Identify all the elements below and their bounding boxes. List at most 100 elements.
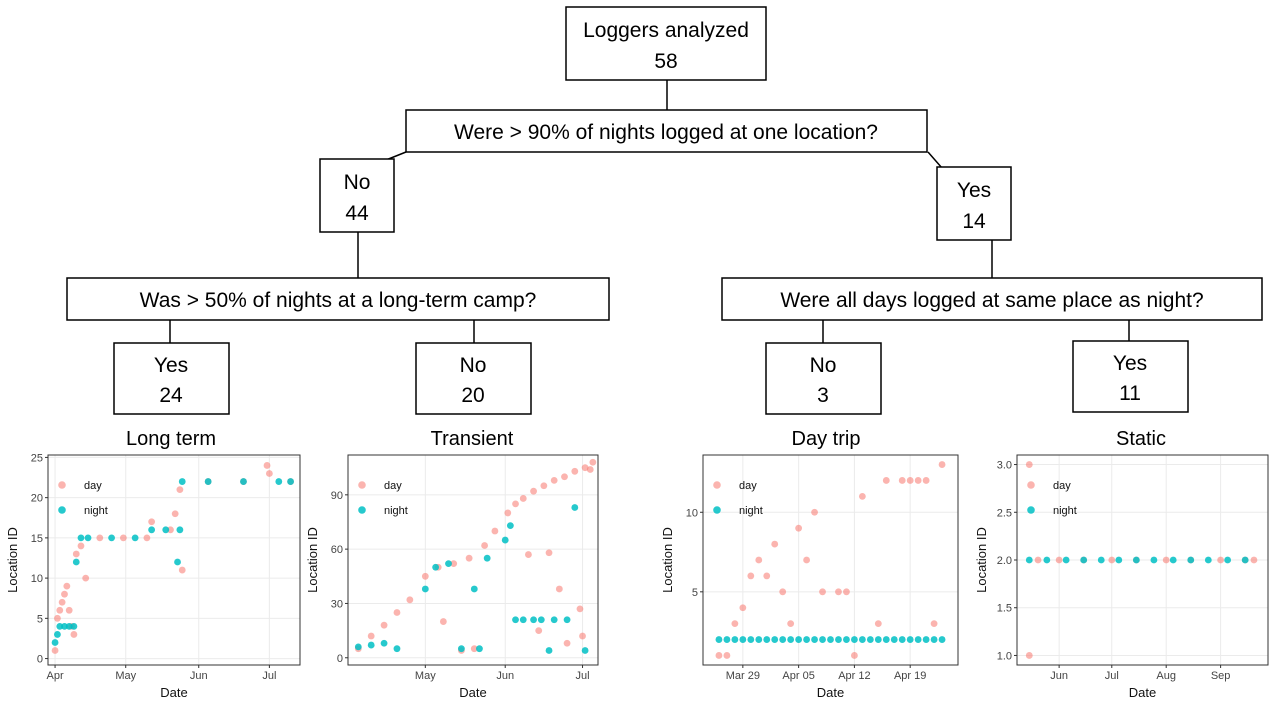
q1-no-node: No 44 xyxy=(319,158,395,233)
x-tick-label: Jun xyxy=(190,670,208,682)
night-point xyxy=(922,636,930,643)
day-point xyxy=(54,614,61,622)
day-point xyxy=(119,534,127,542)
day-point xyxy=(96,534,104,542)
y-axis-title: Location ID xyxy=(660,527,675,593)
day-point xyxy=(581,464,589,472)
night-point xyxy=(715,636,723,643)
connector-q1-yes xyxy=(927,151,943,169)
x-tick-label: Mar 29 xyxy=(726,670,760,682)
x-tick-label: Jun xyxy=(1050,670,1068,682)
day-point xyxy=(491,527,499,535)
legend-day-label: day xyxy=(739,480,757,492)
x-tick-label: Sep xyxy=(1211,670,1231,682)
x-tick-label: Apr xyxy=(47,670,64,682)
panel-title: Day trip xyxy=(792,428,861,450)
x-tick-label: Jul xyxy=(1105,670,1119,682)
night-point xyxy=(1043,556,1051,564)
night-point xyxy=(723,636,731,643)
day-point xyxy=(843,588,850,596)
legend-day-label: day xyxy=(1053,480,1071,492)
night-point xyxy=(148,526,156,534)
plot-border xyxy=(47,454,301,666)
q3-no-label: No xyxy=(810,354,837,377)
day-point xyxy=(540,482,548,490)
night-point xyxy=(77,534,85,542)
night-point xyxy=(1224,556,1232,564)
night-point xyxy=(275,478,283,485)
day-point xyxy=(898,477,906,484)
q1-yes-node: Yes 14 xyxy=(936,166,1012,241)
night-point xyxy=(421,585,429,593)
x-axis-title: Date xyxy=(459,685,486,700)
day-point xyxy=(421,572,429,580)
root-count: 58 xyxy=(654,50,677,73)
q1-no-count: 44 xyxy=(345,202,369,225)
day-point xyxy=(715,652,723,659)
night-point xyxy=(835,636,842,643)
y-tick-label: 2.0 xyxy=(997,555,1012,567)
day-point xyxy=(1055,556,1063,564)
night-point xyxy=(1241,556,1249,564)
night-point xyxy=(1187,556,1195,564)
night-point xyxy=(1062,556,1070,564)
night-point xyxy=(763,636,771,643)
day-point xyxy=(723,652,731,659)
day-point xyxy=(406,596,414,604)
night-point xyxy=(1025,556,1033,564)
x-tick-label: Apr 19 xyxy=(894,670,926,682)
night-point xyxy=(563,616,571,624)
night-point xyxy=(174,558,181,566)
question-1-text: Were > 90% of nights logged at one locat… xyxy=(454,121,878,144)
legend-night-label: night xyxy=(1053,505,1077,517)
y-tick-label: 60 xyxy=(331,544,343,556)
day-point xyxy=(439,618,447,625)
q2-yes-count: 24 xyxy=(159,384,183,407)
day-point xyxy=(148,518,156,526)
panel-title: Static xyxy=(1116,428,1166,450)
day-point xyxy=(56,606,64,614)
night-point xyxy=(204,478,212,485)
night-point xyxy=(470,585,478,593)
night-point xyxy=(1204,556,1212,564)
legend-day-label: day xyxy=(84,480,102,492)
x-tick-label: Apr 05 xyxy=(782,670,814,682)
night-point xyxy=(938,636,946,643)
night-point xyxy=(354,643,362,651)
day-point xyxy=(70,631,78,638)
day-point xyxy=(263,462,271,469)
day-point xyxy=(265,470,273,477)
day-point xyxy=(82,574,90,582)
day-point xyxy=(938,461,946,468)
y-tick-label: 10 xyxy=(31,573,43,585)
night-point xyxy=(380,639,388,647)
day-point xyxy=(450,560,458,568)
night-point xyxy=(898,636,906,643)
day-point xyxy=(739,604,747,612)
night-point xyxy=(501,536,509,544)
night-point xyxy=(827,636,834,643)
plot-area xyxy=(703,455,958,665)
day-point xyxy=(576,605,584,613)
day-point xyxy=(555,585,563,593)
day-point xyxy=(61,590,68,598)
night-point xyxy=(811,636,818,643)
question-1-node: Were > 90% of nights logged at one locat… xyxy=(405,109,928,153)
day-point xyxy=(167,526,174,534)
day-point xyxy=(176,486,184,493)
question-2-text: Was > 50% of nights at a long-term camp? xyxy=(140,289,537,312)
night-point xyxy=(432,563,440,571)
night-point xyxy=(458,645,465,653)
q3-yes-node: Yes 11 xyxy=(1072,340,1189,413)
night-point xyxy=(240,478,247,485)
y-tick-label: 1.0 xyxy=(997,650,1012,662)
y-tick-label: 3.0 xyxy=(997,460,1012,472)
night-point xyxy=(54,631,61,638)
root-label: Loggers analyzed xyxy=(583,19,749,42)
legend-day-key xyxy=(713,481,721,489)
night-point xyxy=(108,534,115,542)
day-point xyxy=(819,588,826,596)
q2-yes-node: Yes 24 xyxy=(113,342,230,415)
day-trip-panel: Day trip 5 10 Mar 29 Apr 05 Apr 12 Apr 19 Date L… xyxy=(660,428,959,700)
day-point xyxy=(535,627,543,635)
